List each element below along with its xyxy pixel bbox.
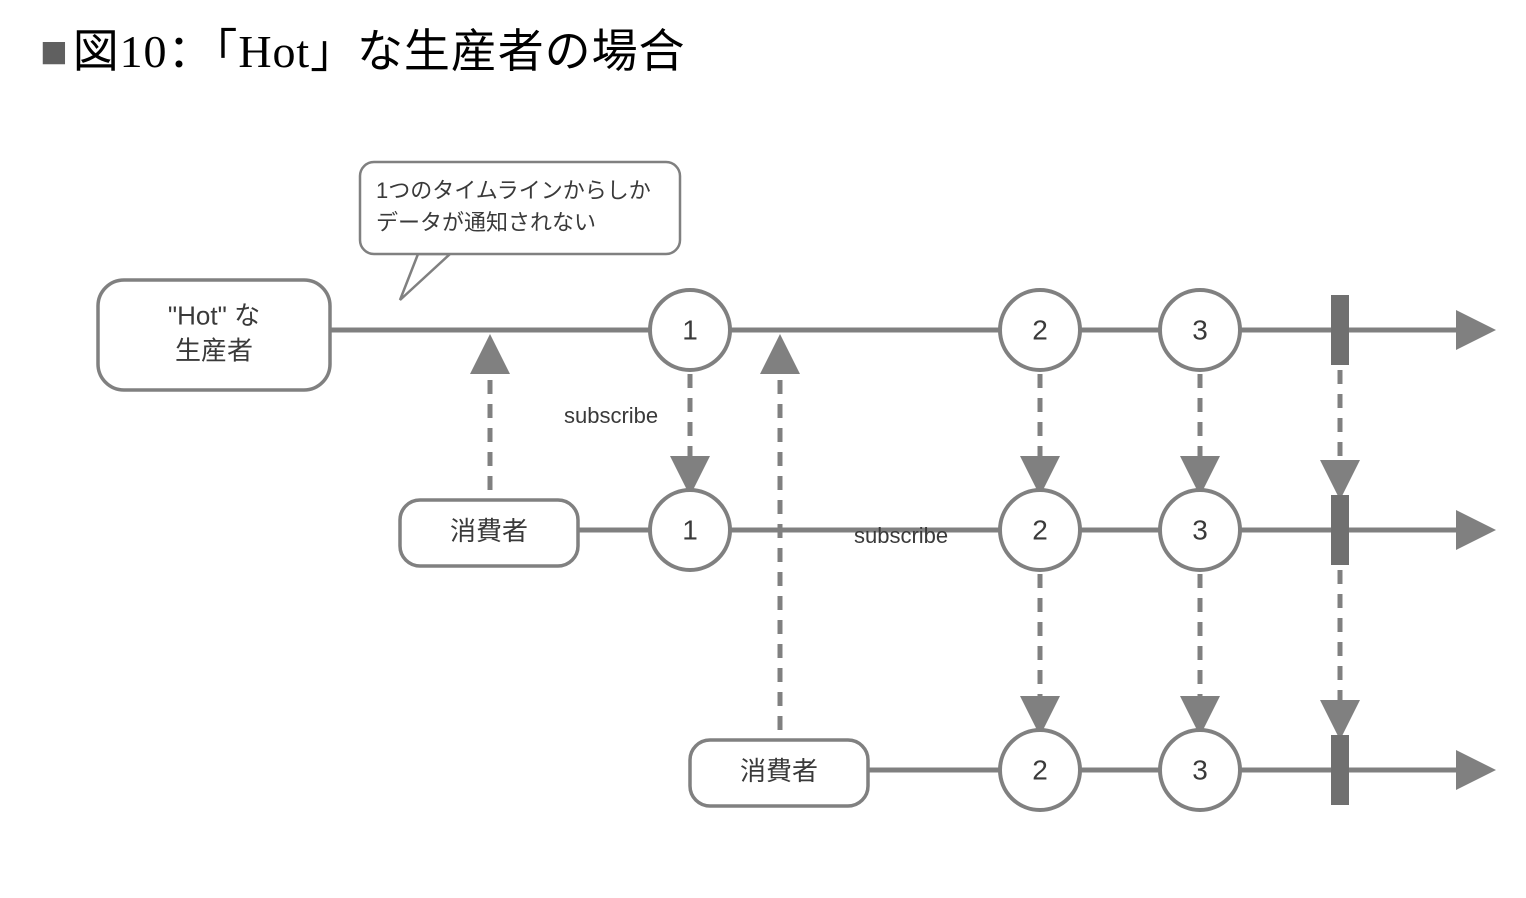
- svg-text:3: 3: [1192, 314, 1208, 345]
- end-bar-1: [1331, 495, 1349, 565]
- end-bar-2: [1331, 735, 1349, 805]
- svg-text:3: 3: [1192, 514, 1208, 545]
- svg-text:1: 1: [682, 314, 698, 345]
- diagram-svg: subscribesubscribe"Hot" な生産者消費者消費者1つのタイム…: [0, 0, 1526, 898]
- svg-text:データが通知されない: データが通知されない: [376, 210, 596, 235]
- svg-text:subscribe: subscribe: [854, 523, 948, 548]
- svg-text:1: 1: [682, 514, 698, 545]
- svg-text:subscribe: subscribe: [564, 403, 658, 428]
- page: ■図10：「Hot」な生産者の場合 subscribesubscribe"Hot…: [0, 0, 1526, 898]
- svg-text:生産者: 生産者: [175, 335, 253, 365]
- svg-text:2: 2: [1032, 314, 1048, 345]
- svg-text:2: 2: [1032, 514, 1048, 545]
- callout-box: [360, 162, 680, 254]
- svg-text:3: 3: [1192, 754, 1208, 785]
- svg-text:消費者: 消費者: [450, 516, 528, 546]
- end-bar-0: [1331, 295, 1349, 365]
- svg-text:消費者: 消費者: [740, 756, 818, 786]
- svg-text:"Hot" な: "Hot" な: [168, 300, 260, 330]
- callout-tail: [400, 254, 450, 300]
- svg-text:2: 2: [1032, 754, 1048, 785]
- svg-text:1つのタイムラインからしか: 1つのタイムラインからしか: [376, 178, 651, 203]
